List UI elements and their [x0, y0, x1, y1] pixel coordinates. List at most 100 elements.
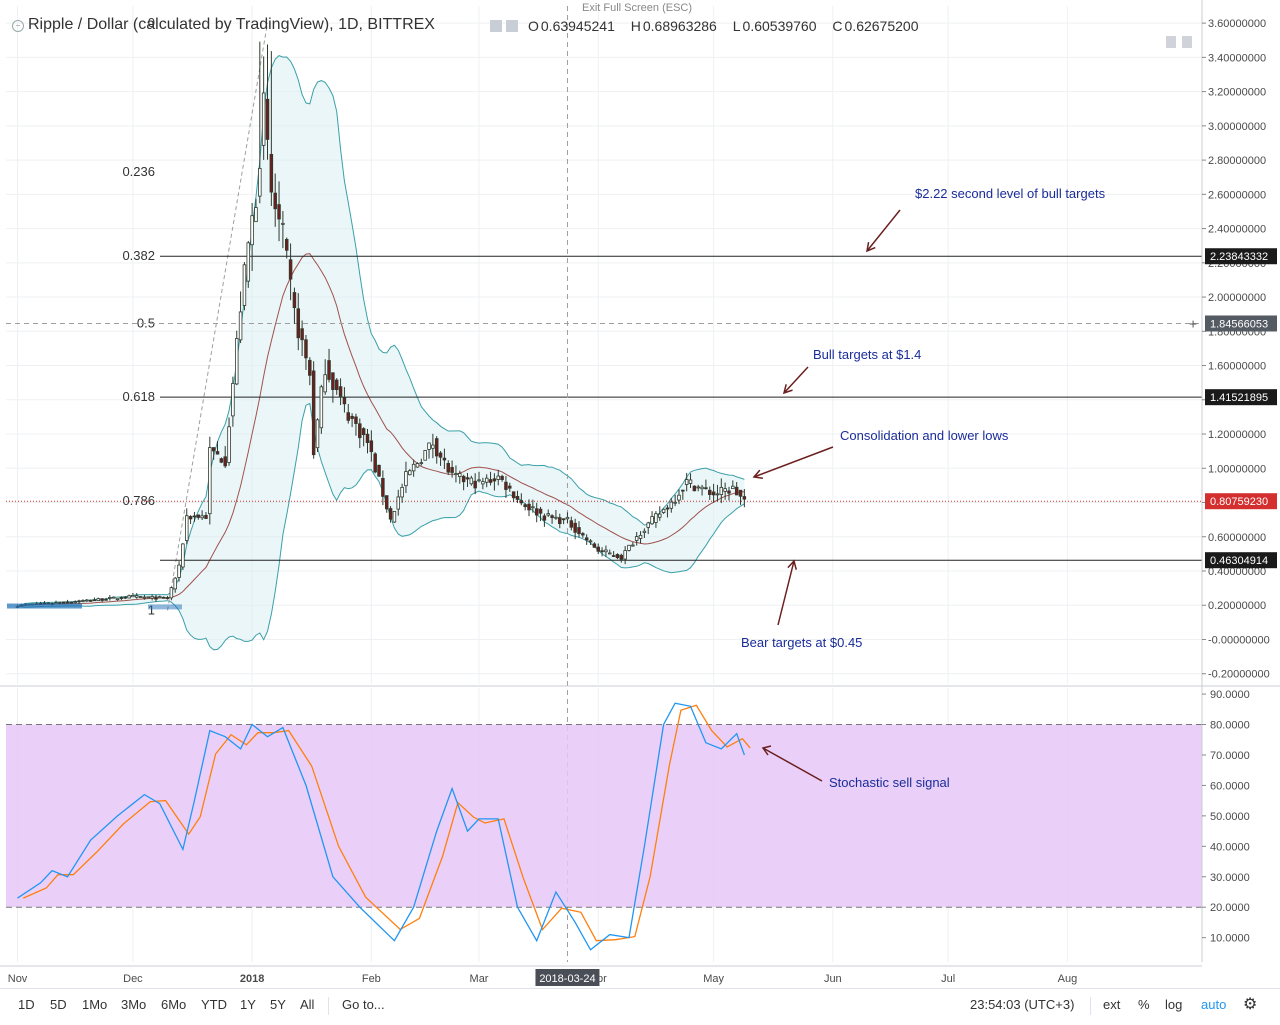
annotation-arrow — [783, 366, 809, 394]
maximize-pane-icon[interactable] — [1182, 36, 1192, 48]
ext-toggle[interactable]: ext — [1103, 997, 1121, 1012]
auto-scale-toggle[interactable]: auto — [1201, 997, 1227, 1012]
candle-down — [384, 495, 389, 510]
range-all[interactable]: All — [300, 997, 315, 1012]
price-tick-label: 2.80000000 — [1208, 155, 1266, 167]
stoch-tick-label: 50.0000 — [1210, 811, 1250, 823]
candle-down — [211, 447, 216, 452]
goto-date-button[interactable]: Go to... — [342, 997, 385, 1012]
price-label-box — [1205, 315, 1277, 332]
close-value: 0.62675200 — [844, 18, 919, 34]
range-1d[interactable]: 1D — [18, 997, 35, 1012]
hide-indicator-icon[interactable] — [490, 20, 502, 32]
candle-down — [338, 386, 343, 397]
bottom-toolbar: 1D 5D 1Mo 3Mo 6Mo YTD 1Y 5Y All Go to...… — [0, 988, 1280, 1025]
candle-up — [715, 493, 720, 496]
candle-up — [658, 513, 662, 518]
candle-up — [234, 338, 239, 385]
indicator-settings-icon[interactable] — [506, 20, 518, 32]
annotation-arrow — [866, 209, 901, 252]
candle-down — [727, 490, 731, 494]
candle-up — [484, 477, 489, 483]
price-label: 1.84566053 — [1210, 318, 1268, 330]
range-box — [148, 604, 182, 610]
bollinger-lower — [17, 402, 745, 651]
collapse-legend-icon[interactable]: − — [12, 20, 24, 32]
stoch-tick-label: 90.0000 — [1210, 689, 1250, 701]
range-1mo[interactable]: 1Mo — [82, 997, 108, 1012]
candle-up — [135, 595, 139, 598]
candle-down — [273, 192, 277, 210]
price-tick-label: -0.00000000 — [1208, 634, 1270, 646]
time-tick-label: Mar — [470, 973, 489, 985]
stoch-tick-label: 30.0000 — [1210, 872, 1250, 884]
candle-up — [677, 494, 681, 501]
candle-up — [173, 577, 177, 590]
candle-down — [619, 554, 624, 560]
fib-level-label: 0.786 — [122, 493, 155, 508]
range-5y[interactable]: 5Y — [270, 997, 286, 1012]
bollinger-upper — [17, 55, 745, 607]
candle-up — [411, 463, 416, 472]
time-tick-label: 2018 — [240, 973, 264, 985]
candle-up — [85, 599, 89, 602]
candle-up — [608, 552, 612, 555]
candle-down — [511, 491, 516, 499]
collapse-pane-icon[interactable] — [1166, 36, 1176, 48]
candle-up — [319, 386, 324, 429]
candle-up — [546, 513, 550, 516]
price-tick-label: 3.60000000 — [1208, 18, 1266, 30]
annotations: $2.22 second level of bull targets Bull t… — [741, 186, 1106, 650]
gear-icon[interactable]: ⚙ — [1243, 996, 1258, 1013]
range-1y[interactable]: 1Y — [240, 997, 256, 1012]
time-tick-label: May — [703, 973, 724, 985]
candle-up — [96, 598, 101, 601]
candle-down — [104, 598, 108, 601]
annotation-label: $2.22 second level of bull targets — [915, 186, 1106, 201]
candle-up — [81, 600, 85, 602]
price-tick-label: -0.20000000 — [1208, 669, 1270, 681]
stoch-annotation-label: Stochastic sell signal — [829, 775, 950, 790]
candle-up — [242, 264, 247, 306]
candle-up — [150, 596, 154, 599]
candle-up — [158, 596, 162, 599]
time-tick-label: Jul — [941, 973, 955, 985]
exit-fullscreen-hint[interactable]: Exit Full Screen (ESC) — [582, 2, 693, 14]
candle-up — [138, 596, 143, 598]
candle-up — [650, 516, 654, 525]
candle-down — [550, 515, 554, 519]
candle-down — [577, 527, 581, 535]
stoch-annotation-arrow — [762, 747, 823, 782]
candle-down — [161, 596, 166, 599]
log-toggle[interactable]: log — [1165, 997, 1183, 1012]
range-6mo[interactable]: 6Mo — [161, 997, 187, 1012]
candle-up — [108, 597, 112, 599]
stoch-tick-label: 10.0000 — [1210, 933, 1250, 945]
close-key: C — [832, 18, 843, 34]
price-tick-label: 0.60000000 — [1208, 532, 1266, 544]
candle-down — [165, 597, 170, 600]
candle-up — [496, 475, 500, 480]
candle-down — [500, 475, 504, 481]
range-ytd[interactable]: YTD — [201, 997, 227, 1012]
range-5d[interactable]: 5D — [50, 997, 67, 1012]
crosshair-plus-icon: + — [1189, 315, 1197, 331]
candle-down — [438, 452, 443, 458]
candle-down — [219, 458, 224, 463]
high-value: 0.68963286 — [642, 18, 717, 34]
range-3mo[interactable]: 3Mo — [121, 997, 147, 1012]
price-label-box — [1205, 248, 1277, 265]
price-tick-label: 3.20000000 — [1208, 87, 1266, 99]
candle-down — [704, 487, 708, 490]
time-tick-label: Feb — [362, 973, 381, 985]
price-tick-label: 3.40000000 — [1208, 52, 1266, 64]
fib-level-label: 0 — [148, 15, 155, 30]
candle-up — [627, 544, 631, 551]
price-tick-label: 2.60000000 — [1208, 189, 1266, 201]
candle-down — [461, 475, 466, 483]
candle-down — [615, 554, 620, 559]
candle-up — [688, 479, 693, 484]
candle-down — [365, 433, 370, 443]
percent-toggle[interactable]: % — [1138, 997, 1150, 1012]
